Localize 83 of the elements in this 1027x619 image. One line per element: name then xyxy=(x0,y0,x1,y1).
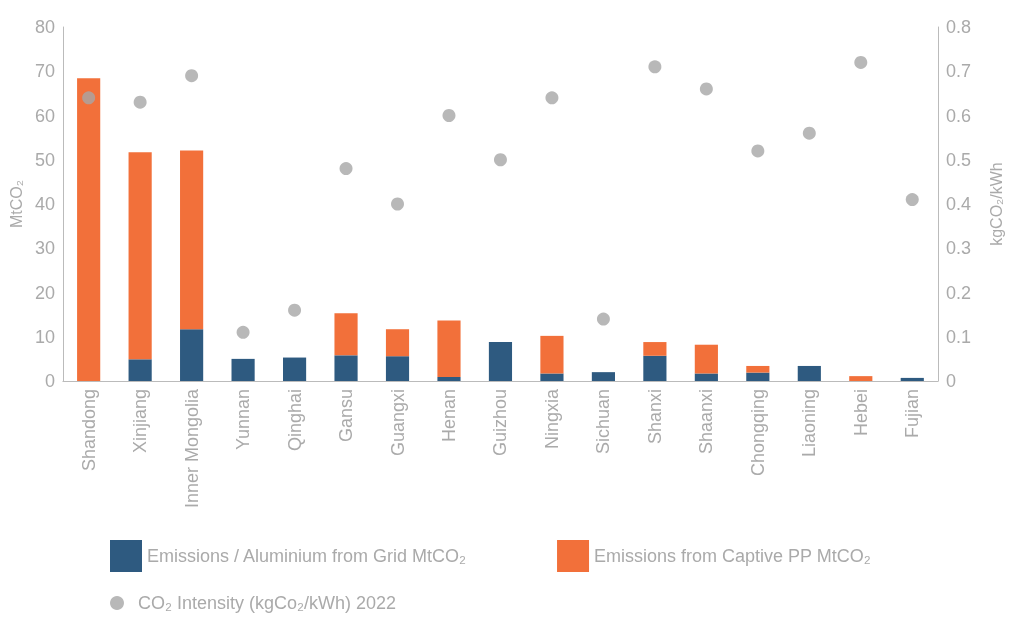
x-tick-label: Sichuan xyxy=(593,389,614,455)
y-tick-label: 60 xyxy=(34,105,55,126)
point xyxy=(493,153,507,167)
point xyxy=(699,82,713,96)
x-tick-label: Chongqing xyxy=(747,389,768,477)
bar xyxy=(385,356,410,381)
y-tick-label: 0 xyxy=(44,371,55,391)
y2-tick-label: 0.1 xyxy=(946,326,972,347)
bar xyxy=(694,344,718,374)
x-tick-label: Qinghai xyxy=(284,389,305,452)
point xyxy=(596,312,610,326)
y2-tick-label: 0.3 xyxy=(946,238,972,259)
y2-axis-title: kgCO₂/kWh xyxy=(987,162,1005,246)
bar xyxy=(849,376,873,381)
x-tick-label: Guangxi xyxy=(387,389,408,457)
x-tick-label: Fujian xyxy=(902,389,923,439)
y2-tick-label: 0.4 xyxy=(946,194,972,214)
legend-label: Emissions / Aluminium from Grid MtCO₂ xyxy=(147,546,467,566)
point xyxy=(751,144,765,158)
bar xyxy=(643,355,667,381)
bar xyxy=(746,365,770,373)
point xyxy=(545,91,559,105)
y2-tick-label: 0.5 xyxy=(946,149,972,170)
point xyxy=(905,193,919,207)
bar xyxy=(591,372,615,381)
y2-tick-label: 0.2 xyxy=(946,282,972,303)
bar xyxy=(437,377,461,381)
x-tick-label: Ningxia xyxy=(541,388,562,450)
bar xyxy=(334,313,358,356)
y2-tick-label: 0.6 xyxy=(946,105,972,126)
y-tick-label: 80 xyxy=(34,17,55,37)
x-tick-label: Shanxi xyxy=(644,389,665,445)
point xyxy=(339,162,353,176)
x-tick-label: Guizhou xyxy=(490,389,511,457)
bar xyxy=(77,78,101,381)
x-tick-label: Yunnan xyxy=(233,389,254,451)
point xyxy=(854,55,868,69)
bar xyxy=(282,357,307,381)
bar xyxy=(128,359,152,381)
x-tick-label: Henan xyxy=(438,389,459,443)
y-tick-label: 50 xyxy=(34,149,55,170)
x-tick-label: Inner Mongolia xyxy=(181,388,202,509)
y-tick-label: 20 xyxy=(34,282,55,303)
x-tick-label: Liaoning xyxy=(799,389,820,458)
bar xyxy=(385,329,410,357)
bar xyxy=(437,320,461,378)
x-tick-label: Shaanxi xyxy=(696,389,717,455)
point xyxy=(82,91,96,105)
y2-tick-label: 0.7 xyxy=(946,61,972,82)
point xyxy=(391,197,405,211)
bar xyxy=(540,335,564,374)
bar xyxy=(180,329,204,381)
point xyxy=(802,126,816,140)
y2-tick-label: 0 xyxy=(946,371,957,391)
x-tick-label: Hebei xyxy=(850,389,871,437)
bar xyxy=(746,372,770,381)
point xyxy=(442,109,456,122)
point xyxy=(648,60,662,74)
legend-label: CO₂ Intensity (kgCo₂/kWh) 2022 xyxy=(138,593,397,613)
legend-label: Emissions from Captive PP MtCO₂ xyxy=(594,546,871,566)
y-tick-label: 70 xyxy=(34,61,55,82)
point xyxy=(288,303,302,317)
point xyxy=(236,325,250,339)
bar xyxy=(797,365,821,381)
x-tick-label: Gansu xyxy=(336,389,357,443)
bar xyxy=(694,373,718,381)
x-tick-label: Shandong xyxy=(78,389,99,472)
y-tick-label: 40 xyxy=(34,194,55,214)
y-axis-title: MtCO₂ xyxy=(7,180,25,228)
y-tick-label: 30 xyxy=(34,238,55,259)
bar xyxy=(128,152,152,360)
y2-tick-label: 0.8 xyxy=(946,17,972,37)
point xyxy=(133,95,147,109)
bar xyxy=(231,358,255,381)
point xyxy=(185,69,199,83)
bar xyxy=(900,377,924,381)
bar xyxy=(540,373,564,381)
bar xyxy=(643,342,667,356)
bar xyxy=(488,342,513,381)
bar xyxy=(180,150,204,330)
x-tick-label: Xinjiang xyxy=(130,389,151,454)
y-tick-label: 10 xyxy=(34,326,55,347)
bar xyxy=(334,355,358,381)
